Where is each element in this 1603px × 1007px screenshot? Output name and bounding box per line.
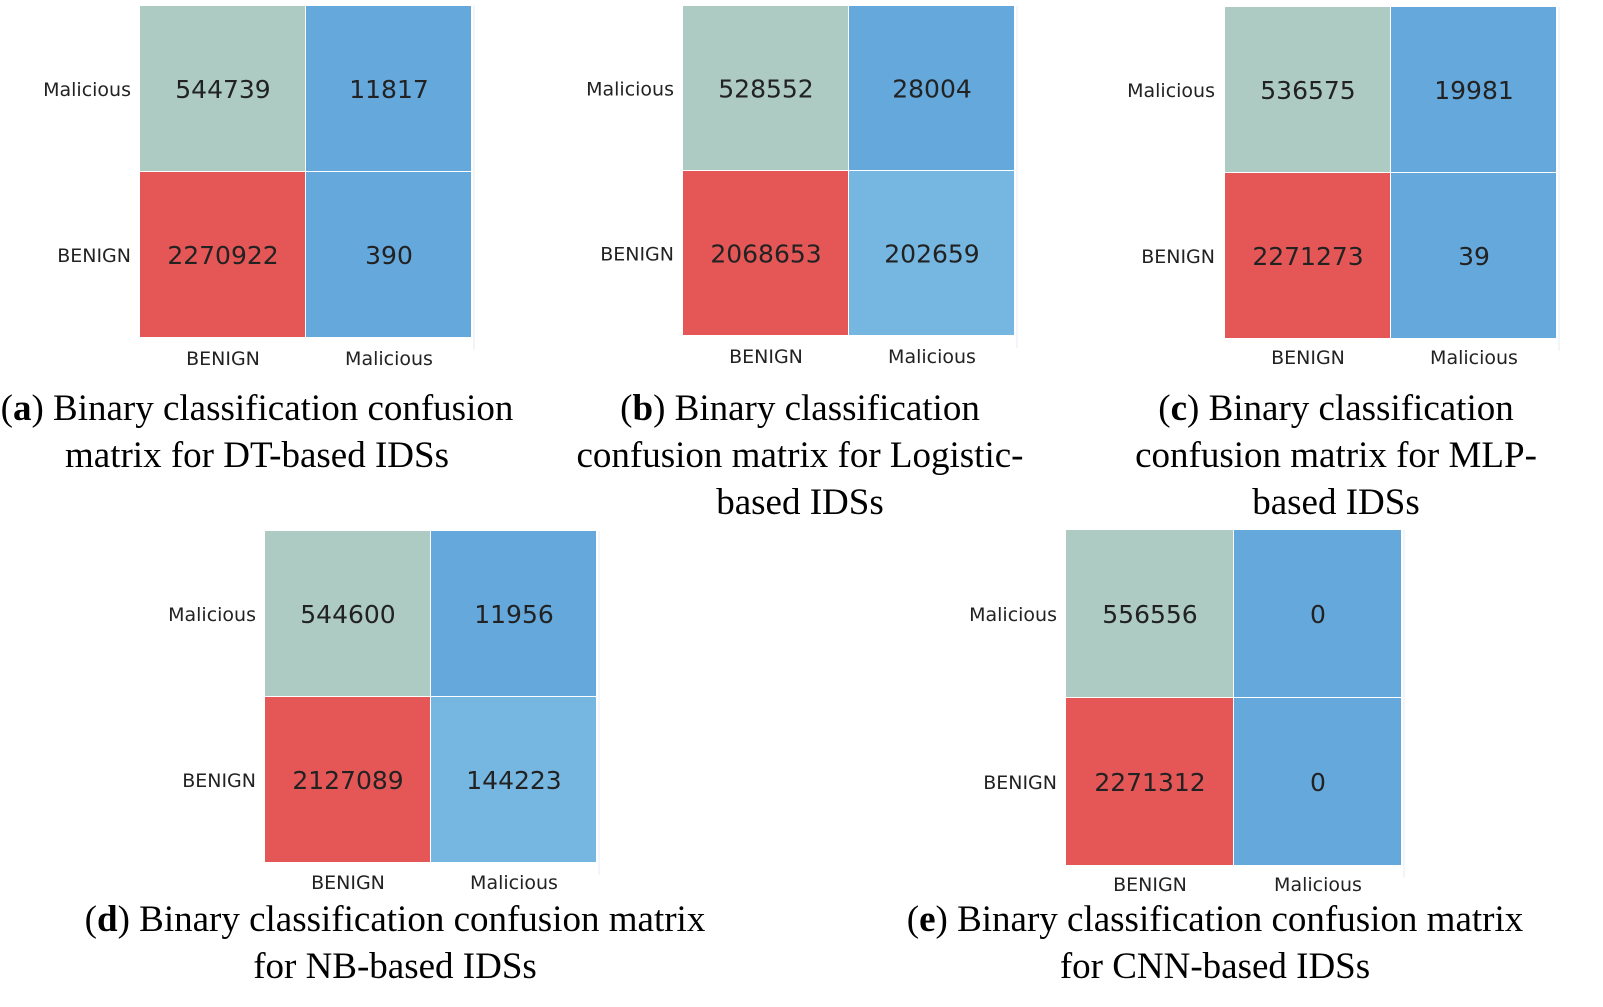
cell-value-b-1-0: 2068653 <box>710 240 821 269</box>
row-label-d-1: BENIGN <box>182 770 256 792</box>
cell-b-1-1 <box>849 171 1014 335</box>
cell-value-a-1-0: 2270922 <box>167 241 278 270</box>
caption-c: (c) Binary classification confusion matr… <box>1135 388 1537 523</box>
col-label-d-0: BENIGN <box>311 872 385 894</box>
cell-value-e-1-0: 2271312 <box>1094 768 1205 797</box>
cell-value-c-1-0: 2271273 <box>1252 242 1363 271</box>
cell-e-1-0 <box>1066 698 1233 865</box>
caption-a-text: Binary classification confusion matrix f… <box>53 388 514 476</box>
cell-value-c-1-1: 39 <box>1458 242 1490 271</box>
col-label-b-1: Malicious <box>888 346 976 368</box>
cell-b-0-0 <box>683 6 848 170</box>
caption-d-letter: d <box>97 899 118 940</box>
cell-c-0-1 <box>1391 7 1556 172</box>
row-label-d-0: Malicious <box>168 604 256 626</box>
caption-e-text: Binary classification confusion matrix f… <box>957 899 1524 987</box>
cell-value-c-0-1: 19981 <box>1434 76 1514 105</box>
row-label-a-0: Malicious <box>43 79 131 101</box>
col-label-e-1: Malicious <box>1274 874 1362 896</box>
cell-c-1-1 <box>1391 173 1556 338</box>
caption-c-text: Binary classification confusion matrix f… <box>1135 388 1537 523</box>
cell-c-0-0 <box>1225 7 1390 172</box>
row-label-b-1: BENIGN <box>600 244 674 266</box>
cell-value-d-1-0: 2127089 <box>292 766 403 795</box>
caption-a: (a) Binary classification confusion matr… <box>0 388 514 476</box>
col-label-c-1: Malicious <box>1430 347 1518 369</box>
cell-value-d-1-1: 144223 <box>466 766 561 795</box>
col-label-a-1: Malicious <box>345 348 433 370</box>
cell-d-0-0 <box>265 531 430 696</box>
col-label-a-0: BENIGN <box>186 348 260 370</box>
cell-value-a-0-0: 544739 <box>175 75 270 104</box>
cell-value-b-0-1: 28004 <box>892 75 972 104</box>
cell-a-1-1 <box>306 172 471 337</box>
row-label-b-0: Malicious <box>586 79 674 101</box>
col-label-e-0: BENIGN <box>1113 874 1187 896</box>
caption-b-letter: b <box>632 388 654 429</box>
caption-a-letter: a <box>12 388 32 429</box>
cell-value-d-0-0: 544600 <box>300 600 395 629</box>
row-label-a-1: BENIGN <box>57 245 131 267</box>
cell-e-1-1 <box>1234 698 1401 865</box>
cell-value-d-0-1: 11956 <box>474 600 554 629</box>
cell-value-c-0-0: 536575 <box>1260 76 1355 105</box>
row-label-c-0: Malicious <box>1127 80 1215 102</box>
caption-d: (d) Binary classification confusion matr… <box>84 899 706 987</box>
caption-d-text: Binary classification confusion matrix f… <box>139 899 706 987</box>
cell-b-1-0 <box>683 171 848 335</box>
caption-c-letter: c <box>1170 388 1187 429</box>
caption-b: (b) Binary classification confusion matr… <box>576 388 1024 523</box>
row-label-e-0: Malicious <box>969 604 1057 626</box>
cell-e-0-1 <box>1234 530 1401 697</box>
cell-a-0-1 <box>306 6 471 171</box>
cell-d-0-1 <box>431 531 596 696</box>
cell-c-1-0 <box>1225 173 1390 338</box>
cell-b-0-1 <box>849 6 1014 170</box>
cell-value-a-0-1: 11817 <box>349 75 429 104</box>
cell-a-1-0 <box>140 172 305 337</box>
cell-d-1-0 <box>265 697 430 862</box>
cell-value-e-0-1: 0 <box>1310 600 1326 629</box>
row-label-e-1: BENIGN <box>983 772 1057 794</box>
cell-value-e-1-1: 0 <box>1310 768 1326 797</box>
cell-value-b-1-1: 202659 <box>884 240 979 269</box>
caption-e-letter: e <box>919 899 936 940</box>
caption-b-text: Binary classification confusion matrix f… <box>576 388 1024 523</box>
cell-d-1-1 <box>431 697 596 862</box>
col-label-b-0: BENIGN <box>729 346 803 368</box>
cell-value-a-1-1: 390 <box>365 241 413 270</box>
cell-value-e-0-0: 556556 <box>1102 600 1197 629</box>
cell-value-b-0-0: 528552 <box>718 75 813 104</box>
caption-e: (e) Binary classification confusion matr… <box>906 899 1524 987</box>
col-label-c-0: BENIGN <box>1271 347 1345 369</box>
col-label-d-1: Malicious <box>470 872 558 894</box>
row-label-c-1: BENIGN <box>1141 246 1215 268</box>
cell-a-0-0 <box>140 6 305 171</box>
cell-e-0-0 <box>1066 530 1233 697</box>
